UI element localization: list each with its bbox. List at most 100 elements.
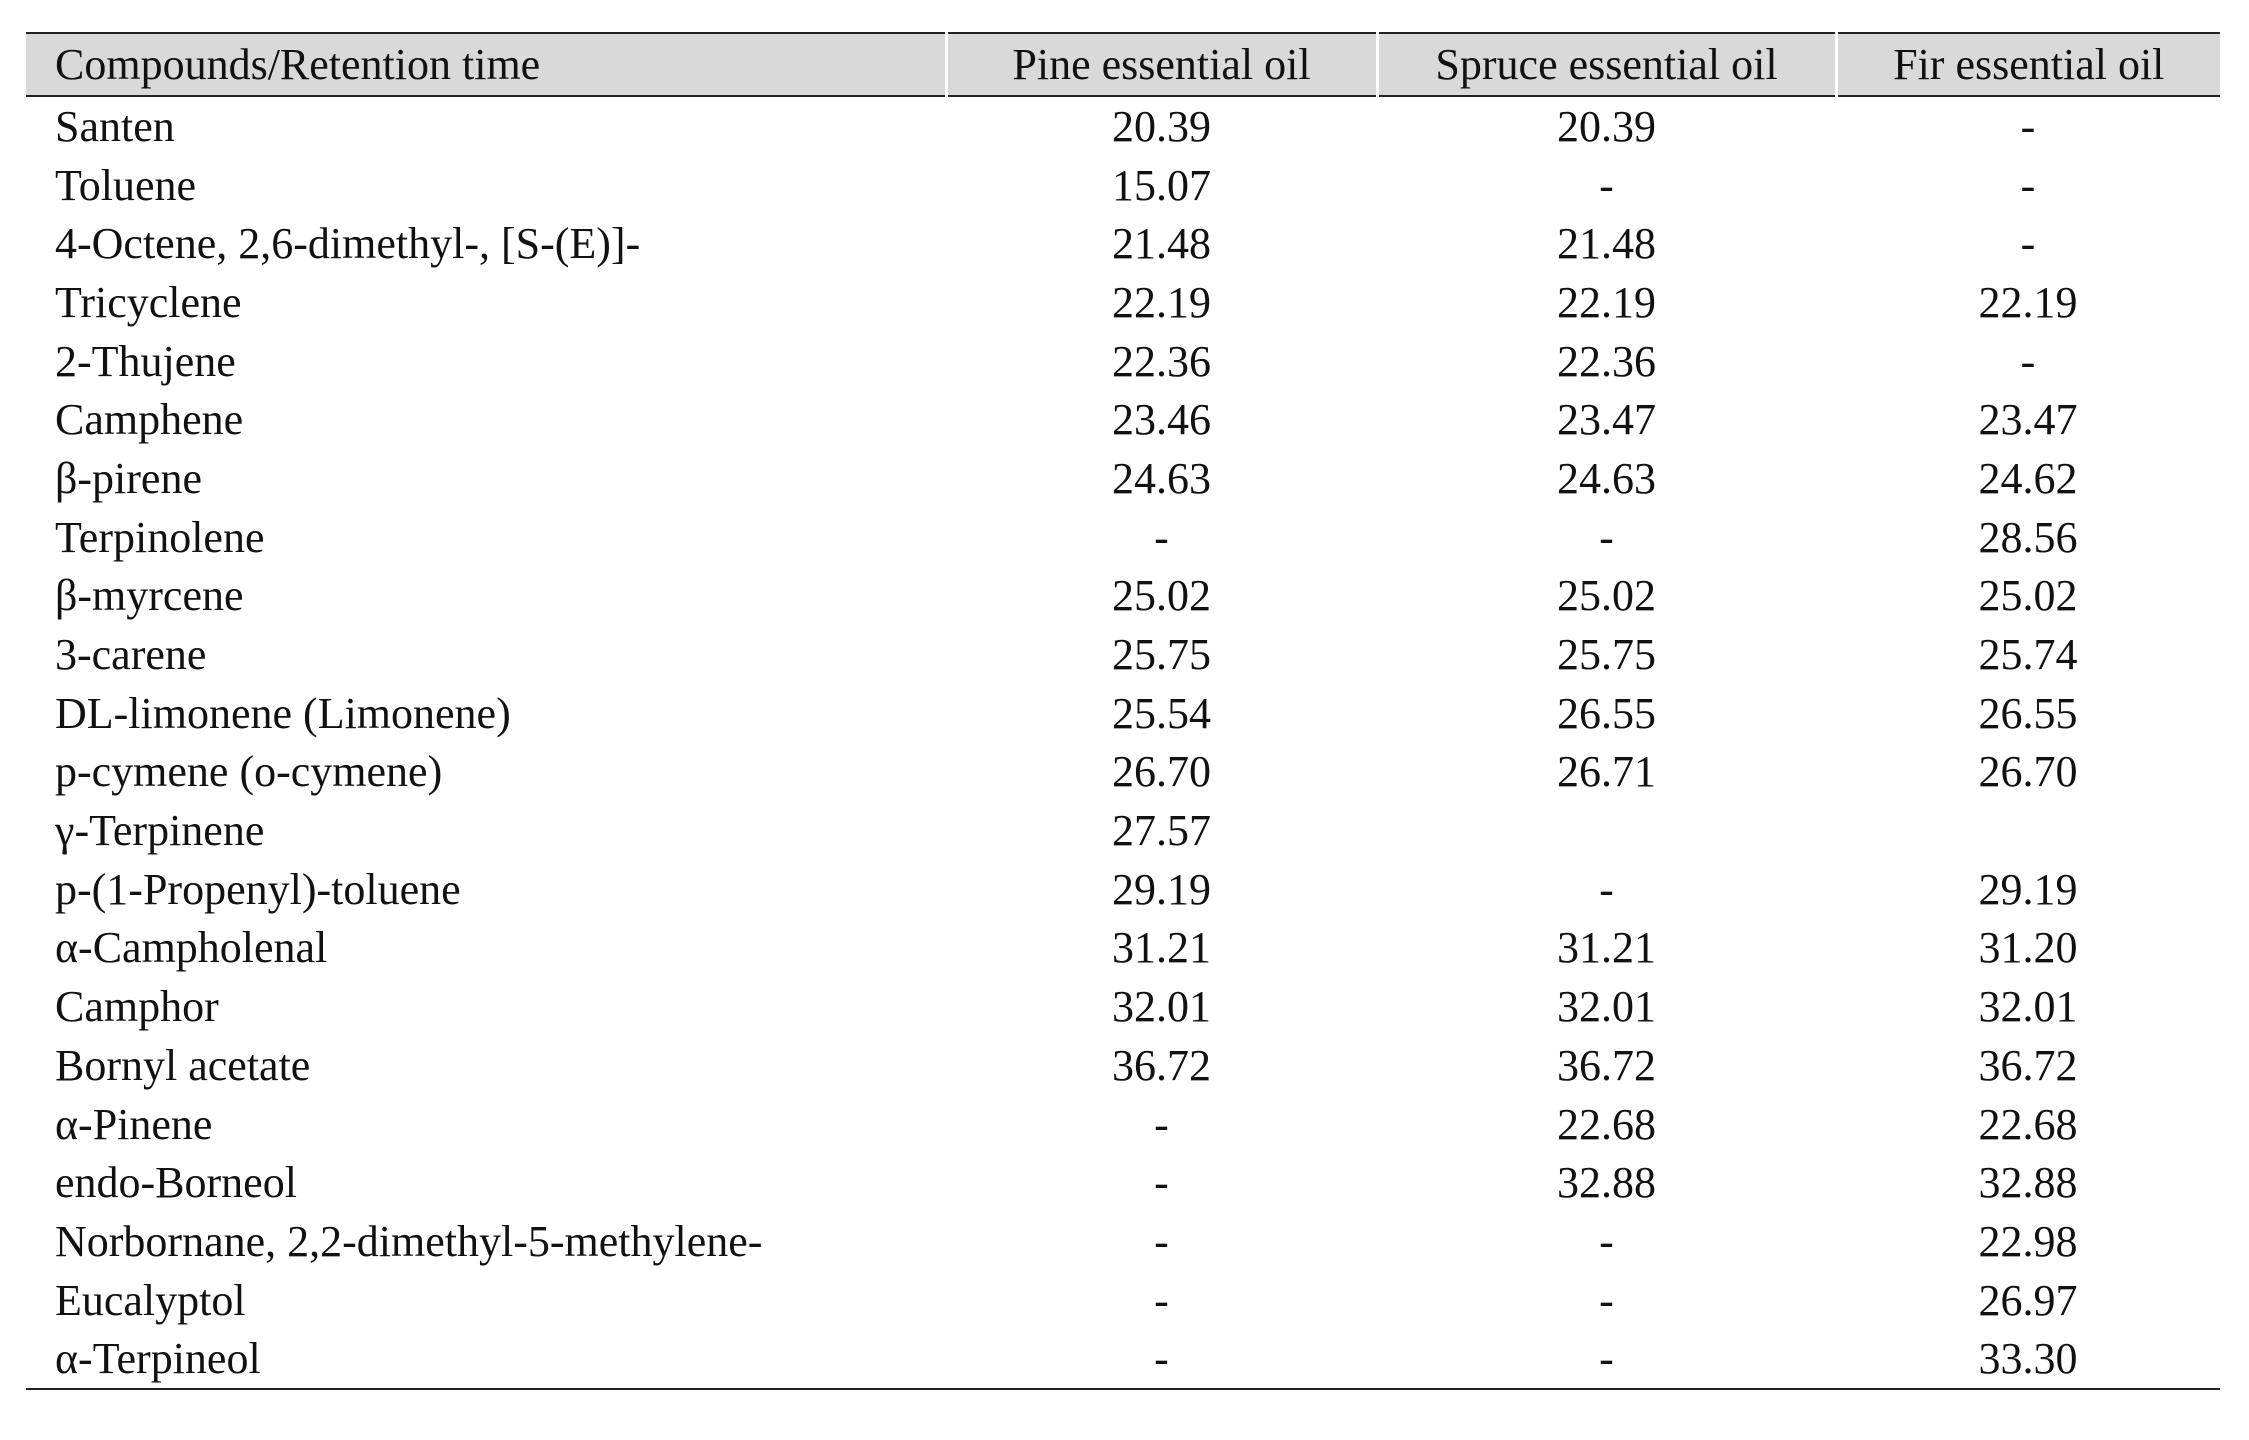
retention-time: 22.68 [1557, 1099, 1656, 1149]
retention-time: 24.63 [1557, 453, 1656, 503]
table-row: α-Pinene - 22.68 22.68 [26, 1095, 2220, 1154]
retention-time: 25.75 [1112, 630, 1211, 680]
compound-name: p-(1-Propenyl)-toluene [55, 864, 461, 914]
table-body: Santen 20.39 20.39- Toluene 15.07- -4-Octene,… [26, 96, 2220, 1389]
retention-time: 36.72 [1978, 1040, 2078, 1090]
retention-time: 25.02 [1978, 571, 2078, 621]
table-row: β-myrcene 25.02 25.02 25.02 [26, 567, 2220, 626]
table-row: Tricyclene 22.19 22.19 22.19 [26, 273, 2220, 332]
retention-time: 31.21 [1557, 923, 1656, 973]
retention-time: 28.56 [1978, 512, 2078, 562]
retention-time: - [2020, 160, 2036, 210]
compound-name: Santen [55, 101, 175, 151]
retention-time: 29.19 [1112, 864, 1211, 914]
retention-time: 21.48 [1112, 219, 1211, 269]
retention-time: - [2020, 336, 2036, 386]
retention-time: - [1599, 864, 1614, 914]
table-row: Bornyl acetate 36.72 36.72 36.72 [26, 1036, 2220, 1095]
retention-time: 26.97 [1978, 1275, 2078, 1325]
header-cell: Compounds/Retention time [26, 33, 946, 97]
table-row: Camphene 23.46 23.47 23.47 [26, 390, 2220, 449]
retention-time: 29.19 [1978, 864, 2078, 914]
table-row: γ-Terpinene 27.57 [26, 801, 2220, 860]
retention-time: 22.98 [1978, 1216, 2078, 1266]
retention-time: - [2020, 219, 2036, 269]
retention-time: 25.02 [1112, 571, 1211, 621]
retention-time: 26.55 [1557, 688, 1656, 738]
retention-time: 25.74 [1978, 630, 2078, 680]
retention-time: 32.88 [1557, 1158, 1656, 1208]
retention-time: - [1599, 160, 1614, 210]
retention-time: - [1599, 512, 1614, 562]
retention-time: 27.57 [1112, 806, 1211, 856]
retention-time: 26.71 [1557, 747, 1656, 797]
table-row: 2-Thujene 22.36 22.36 - [26, 332, 2220, 391]
retention-time: 20.39 [1557, 101, 1656, 151]
retention-time: - [1154, 1158, 1169, 1208]
compound-name: Tricyclene [55, 277, 242, 327]
compound-name: α-Campholenal [55, 923, 328, 973]
table-row: Toluene 15.07 - - [26, 156, 2220, 215]
retention-time: - [1154, 1216, 1169, 1266]
retention-time: 22.68 [1978, 1099, 2078, 1149]
table-row: Eucalyptol - - 26.97 [26, 1271, 2220, 1330]
data-table: Compounds/Retention time Pine essential o… [26, 32, 2220, 1391]
retention-time: 22.19 [1978, 277, 2078, 327]
retention-time: 20.39 [1112, 101, 1211, 151]
retention-time: - [1154, 1334, 1169, 1384]
compound-name: β-myrcene [55, 571, 244, 621]
retention-time: 24.62 [1978, 453, 2078, 503]
compound-name: β-pirene [55, 453, 202, 503]
table-row: p-cymene (o-cymene) 26.70 26.71 26.70 [26, 743, 2220, 802]
table-row: β-pirene 24.63 24.63 24.62 [26, 449, 2220, 508]
compound-name: Terpinolene [55, 512, 265, 562]
compound-name: α-Terpineol [55, 1334, 261, 1384]
retention-time: - [1154, 1275, 1169, 1325]
retention-time: - [1599, 1275, 1614, 1325]
compound-name: 4-Octene, 2,6-dimethyl-, [S-(E)]- [55, 219, 641, 269]
retention-time: 25.02 [1557, 571, 1656, 621]
compound-name: Camphor [55, 982, 219, 1032]
retention-time: 25.75 [1557, 630, 1656, 680]
header-cell: Pine essential oil [944, 33, 1377, 97]
compound-name: α-Pinene [55, 1099, 213, 1149]
retention-time: 31.21 [1112, 923, 1211, 973]
table-row: Norbornane, 2,2-dimethyl-5-methylene- - - 2… [26, 1212, 2220, 1271]
retention-time: 22.19 [1557, 277, 1656, 327]
table-row: 3-carene 25.75 25.75 25.74 [26, 625, 2220, 684]
compound-name: Bornyl acetate [55, 1040, 311, 1090]
compound-name: Camphene [55, 395, 244, 445]
compound-name: DL-limonene (Limonene) [55, 688, 511, 738]
header-row: Compounds/Retention time Pine essential o… [26, 33, 2220, 97]
retention-time: 36.72 [1557, 1040, 1656, 1090]
table-row: Santen 20.39 20.39 - [26, 96, 2220, 156]
table-row: p-(1-Propenyl)-toluene 29.19 - 29.19 [26, 860, 2220, 919]
retention-time: 15.07 [1112, 160, 1211, 210]
retention-time: - [1154, 1099, 1169, 1149]
empty-cell [1836, 801, 2220, 860]
retention-time: 32.01 [1978, 982, 2078, 1032]
retention-time: - [2020, 101, 2036, 151]
table-row: α-Terpineol - - 33.30 [26, 1329, 2220, 1389]
retention-time: 22.19 [1112, 277, 1211, 327]
compound-name: p-cymene (o-cymene) [55, 747, 443, 797]
compound-name: 3-carene [55, 630, 207, 680]
retention-time: 26.55 [1978, 688, 2078, 738]
header-cell: Spruce essential oil [1375, 33, 1836, 97]
table-row: α-Campholenal 31.21 31.21 31.20 [26, 919, 2220, 978]
compound-name: Norbornane, 2,2-dimethyl-5-methylene- [55, 1216, 763, 1266]
retention-time: - [1154, 512, 1169, 562]
retention-time: 26.70 [1112, 747, 1211, 797]
retention-time: 25.54 [1112, 688, 1211, 738]
retention-time: 32.88 [1978, 1158, 2078, 1208]
empty-cell [1377, 801, 1836, 860]
retention-time: 24.63 [1112, 453, 1211, 503]
table-row: Camphor 32.01 32.01 32.01 [26, 977, 2220, 1036]
retention-time: 26.70 [1978, 747, 2078, 797]
retention-time: 23.46 [1112, 395, 1211, 445]
table-row: endo-Borneol - 32.88 32.88 [26, 1153, 2220, 1212]
retention-time: - [1599, 1216, 1614, 1266]
retention-time: 23.47 [1978, 395, 2078, 445]
table-row: DL-limonene (Limonene) 25.54 26.55 26.55 [26, 684, 2220, 743]
